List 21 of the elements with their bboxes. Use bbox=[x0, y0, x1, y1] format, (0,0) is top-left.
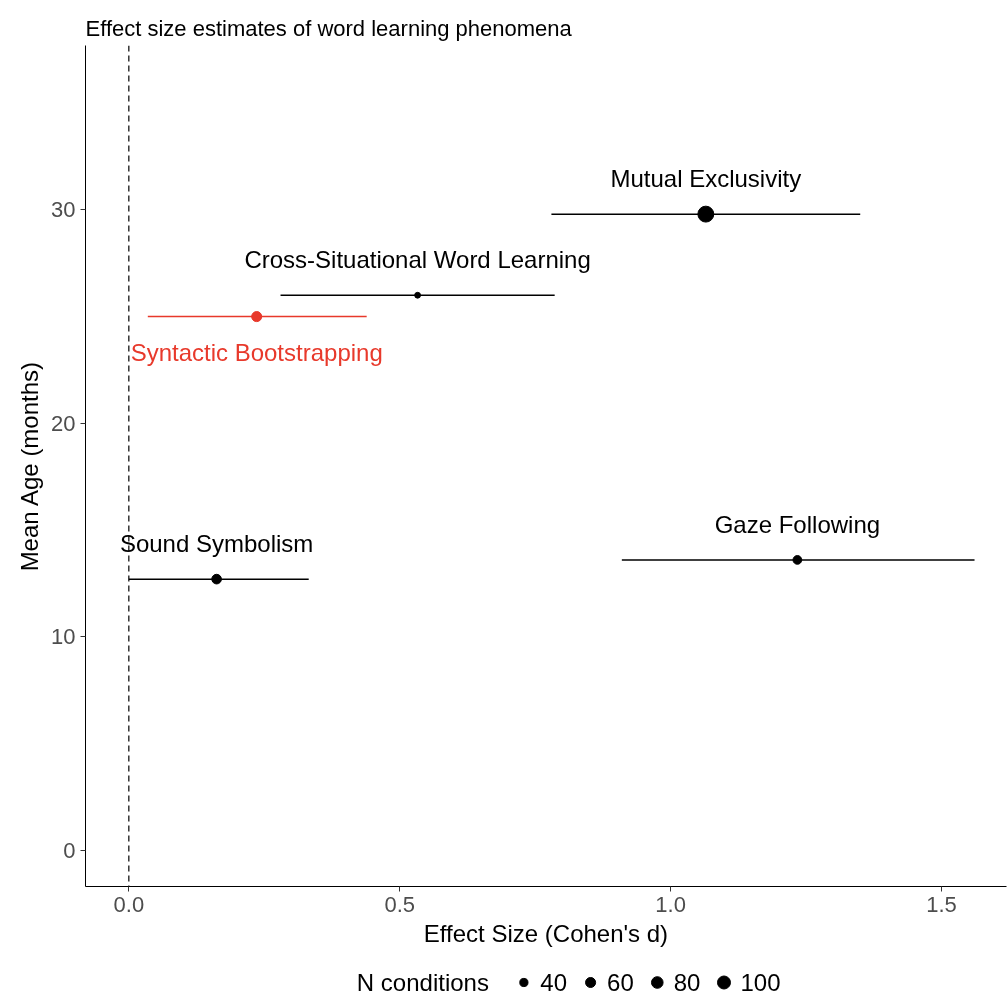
legend-label: 80 bbox=[673, 969, 701, 996]
series-label: Cross-Situational Word Learning bbox=[244, 246, 591, 274]
x-tick-label: 0.5 bbox=[384, 891, 416, 917]
x-tick-label: 1.0 bbox=[655, 891, 686, 917]
series-label: Mutual Exclusivity bbox=[610, 165, 802, 193]
y-tick-label: 10 bbox=[51, 624, 76, 650]
y-tick-label: 20 bbox=[51, 410, 76, 436]
legend-title: N conditions bbox=[356, 969, 489, 996]
legend-label: 100 bbox=[740, 969, 781, 996]
y-tick-label: 0 bbox=[63, 837, 76, 863]
chart-title: Effect size estimates of word learning phenomena bbox=[85, 15, 573, 41]
series-label: Syntactic Bootstrapping bbox=[130, 338, 383, 366]
x-tick-label: 1.5 bbox=[926, 891, 957, 917]
legend-label: 60 bbox=[607, 969, 634, 996]
x-tick-label: 0.0 bbox=[113, 891, 145, 917]
y-axis-title: Mean Age (months) bbox=[16, 361, 44, 572]
y-tick-label: 30 bbox=[51, 197, 76, 223]
x-axis-title: Effect Size (Cohen's d) bbox=[423, 919, 669, 947]
legend-label: 40 bbox=[540, 969, 568, 996]
series-label: Gaze Following bbox=[714, 510, 881, 538]
series-label: Sound Symbolism bbox=[119, 530, 314, 558]
